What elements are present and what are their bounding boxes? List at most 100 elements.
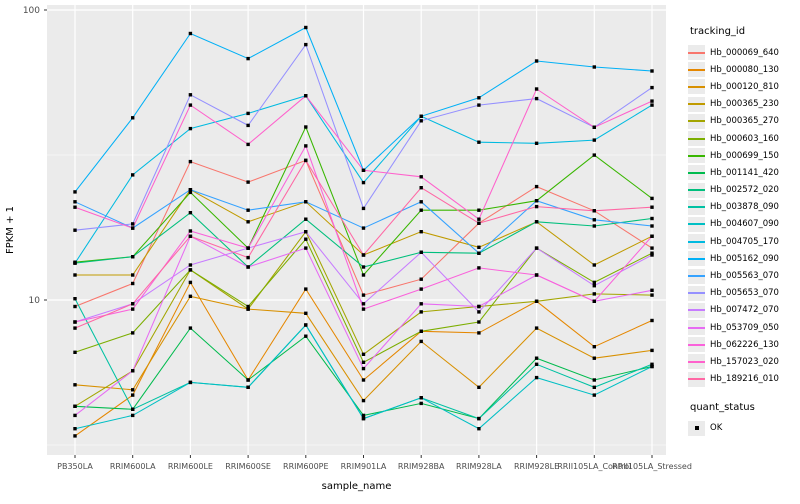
legend-key-line-icon	[688, 216, 705, 232]
data-point-marker	[188, 268, 193, 272]
data-point-marker	[534, 375, 539, 380]
data-point-marker	[304, 94, 308, 98]
data-point-marker	[246, 111, 250, 116]
y-tick-label: 10	[29, 296, 41, 306]
legend-item-label: Hb_003878_090	[710, 202, 779, 213]
data-point-marker	[592, 153, 596, 157]
data-point-marker	[361, 226, 366, 230]
data-point-marker	[304, 323, 308, 327]
data-point-marker	[592, 356, 596, 360]
data-point-marker	[650, 318, 654, 323]
data-point-marker	[73, 350, 77, 354]
x-tick-label: RRII105LA_Stressed	[612, 462, 692, 471]
data-point-marker	[592, 292, 596, 296]
legend-item-Hb_005162_090: Hb_005162_090	[688, 250, 800, 267]
quant-items: OK	[688, 420, 800, 437]
legend-item-Hb_000069_640: Hb_000069_640	[688, 44, 800, 61]
data-point-marker	[131, 369, 135, 373]
legend-key-line-icon	[688, 131, 705, 147]
legend-item-Hb_000365_270: Hb_000365_270	[688, 113, 800, 130]
data-point-marker	[246, 307, 250, 311]
legend-key-line-icon	[688, 371, 705, 387]
data-point-marker	[650, 293, 654, 297]
legend-item-Hb_004607_090: Hb_004607_090	[688, 216, 800, 233]
data-point-marker	[592, 263, 596, 267]
legend-key-line-icon	[688, 199, 705, 215]
legend-item-label: Hb_005653_070	[710, 288, 779, 299]
x-tick-label: RRIM928BA	[398, 462, 445, 471]
quant-status-label: OK	[710, 423, 723, 434]
data-point-marker	[73, 326, 77, 330]
data-point-marker	[534, 204, 539, 209]
legend-title-quant-status: quant_status	[690, 401, 755, 413]
series-color-line	[688, 378, 705, 381]
data-point-marker	[304, 217, 308, 221]
data-point-marker	[650, 224, 654, 228]
legend-key-line-icon	[688, 285, 705, 301]
data-point-marker	[419, 277, 423, 281]
legend-key-line-icon	[688, 234, 705, 250]
data-point-marker	[188, 93, 193, 97]
data-point-marker	[534, 59, 539, 63]
data-point-marker	[592, 280, 596, 285]
data-point-marker	[73, 404, 77, 408]
data-point-marker	[534, 220, 539, 224]
legend-key-line-icon	[688, 165, 705, 181]
series-color-line	[688, 120, 705, 123]
data-point-marker	[246, 304, 250, 309]
data-point-marker	[534, 96, 539, 101]
data-point-marker	[304, 125, 308, 129]
data-point-marker	[304, 42, 308, 47]
data-point-marker	[477, 427, 481, 431]
data-point-marker	[246, 142, 250, 147]
data-point-marker	[477, 217, 481, 221]
data-point-marker	[73, 273, 77, 277]
data-point-marker	[131, 413, 135, 418]
data-point-marker	[534, 199, 539, 203]
data-point-marker	[361, 168, 366, 172]
legend-key-line-icon	[688, 182, 705, 198]
data-point-marker	[361, 265, 366, 269]
x-tick-label: PB350LA	[57, 462, 93, 471]
data-point-marker	[419, 200, 423, 204]
data-point-marker	[73, 320, 77, 324]
data-point-marker	[361, 253, 366, 257]
data-point-marker	[73, 190, 77, 194]
data-point-marker	[419, 329, 423, 333]
legend-key-line-icon	[688, 62, 705, 78]
data-point-marker	[477, 221, 481, 225]
series-color-line	[688, 223, 705, 226]
data-point-marker	[534, 87, 539, 91]
x-tick-label: RRIM600LE	[168, 462, 213, 471]
legend-item-label: Hb_004607_090	[710, 219, 779, 230]
data-point-marker	[534, 356, 539, 360]
data-point-marker	[361, 413, 366, 418]
data-point-marker	[131, 393, 135, 397]
data-point-marker	[246, 56, 250, 61]
legend-title-tracking-id: tracking_id	[690, 26, 746, 37]
legend-item-label: Hb_000603_160	[710, 133, 779, 144]
data-point-marker	[304, 200, 308, 204]
panel-background	[47, 5, 666, 455]
data-point-marker	[477, 96, 481, 100]
legend-item-Hb_000080_130: Hb_000080_130	[688, 61, 800, 78]
legend-item-Hb_000603_160: Hb_000603_160	[688, 130, 800, 147]
data-point-marker	[73, 427, 77, 431]
legend-item-label: Hb_000365_270	[710, 116, 779, 127]
data-point-marker	[304, 246, 308, 250]
series-color-line	[688, 51, 705, 54]
data-point-marker	[477, 103, 481, 107]
data-point-marker	[304, 25, 308, 30]
data-point-marker	[650, 364, 654, 369]
legend-item-Hb_004705_170: Hb_004705_170	[688, 233, 800, 250]
legend: tracking_id Hb_000069_640 Hb_000080_130 Hb…	[688, 26, 800, 437]
data-point-marker	[188, 126, 193, 131]
data-point-marker	[592, 393, 596, 397]
legend-key-line-icon	[688, 354, 705, 370]
x-tick-label: RRIM600PE	[283, 462, 329, 471]
x-tick-label: RRIM600SE	[225, 462, 271, 471]
data-point-marker	[361, 302, 366, 306]
series-color-line	[688, 360, 705, 363]
data-point-marker	[131, 302, 135, 306]
